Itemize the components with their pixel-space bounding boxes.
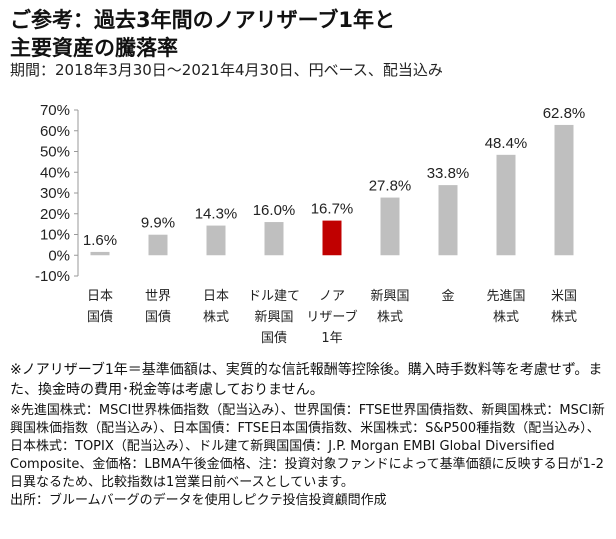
category-label: 株式 xyxy=(203,310,229,325)
y-tick-label: 0% xyxy=(48,247,70,264)
bar xyxy=(380,197,400,256)
category-label: リザーブ xyxy=(306,309,357,325)
title-line-1: ご参考：過去3年間のノアリザーブ1年と xyxy=(10,8,395,32)
bar xyxy=(496,154,516,256)
category-label: 国債 xyxy=(145,310,171,325)
category-label: 新興国 xyxy=(254,309,293,325)
category-label: 新興国 xyxy=(370,288,409,304)
footnote-noa-reserve: ※ノアリザーブ1年＝基準価額は、実質的な信託報酬等控除後。購入時手数料等を考慮せ… xyxy=(10,362,603,398)
y-tick-label: 40% xyxy=(40,164,70,181)
chart-title: ご参考：過去3年間のノアリザーブ1年と 主要資産の騰落率 xyxy=(10,6,610,62)
category-label: 先進国 xyxy=(486,289,525,304)
data-label: 16.7% xyxy=(311,201,354,218)
category-label: 金 xyxy=(441,288,454,304)
bar-chart: 70% 60% 50% 40% 30% 20% 10% 0% -10% 1.6% 9.9% 14.3… xyxy=(35,102,585,346)
data-label: 9.9% xyxy=(141,215,175,232)
bars xyxy=(90,124,574,256)
bar xyxy=(90,251,110,256)
bar xyxy=(148,234,168,256)
bar xyxy=(438,185,458,256)
category-label: 1年 xyxy=(321,331,342,346)
y-tick-label: 70% xyxy=(40,102,70,119)
category-label: ドル建て xyxy=(248,289,300,304)
data-label: 48.4% xyxy=(485,135,528,152)
y-tick-label: 50% xyxy=(40,144,70,161)
data-label: 62.8% xyxy=(543,105,586,122)
data-labels: 1.6% 9.9% 14.3% 16.0% 16.7% 27.8% 33.8% 48.4% 62… xyxy=(83,105,585,249)
footnote-indices: ※先進国株式：MSCI世界株価指数（配当込み）、世界国債：FTSE世界国債指数、… xyxy=(10,403,605,490)
category-label: 国債 xyxy=(87,310,113,325)
y-tick-label: -10% xyxy=(35,268,70,285)
bar xyxy=(264,222,284,256)
data-label: 1.6% xyxy=(83,232,117,249)
data-label: 33.8% xyxy=(427,165,470,182)
data-label: 16.0% xyxy=(253,202,296,219)
y-axis: 70% 60% 50% 40% 30% 20% 10% 0% -10% xyxy=(35,102,79,285)
category-label: 株式 xyxy=(493,310,519,325)
bar xyxy=(322,220,342,256)
title-line-2: 主要資産の騰落率 xyxy=(10,36,178,60)
category-label: 日本 xyxy=(87,289,113,304)
bar xyxy=(554,124,574,256)
chart-subtitle: 期間：2018年3月30日～2021年4月30日、円ベース、配当込み xyxy=(10,61,443,79)
y-tick-label: 30% xyxy=(40,185,70,202)
category-label: 株式 xyxy=(551,310,577,325)
y-tick-label: 20% xyxy=(40,206,70,223)
category-label: 国債 xyxy=(261,331,287,346)
footnotes: ※ノアリザーブ1年＝基準価額は、実質的な信託報酬等控除後。購入時手数料等を考慮せ… xyxy=(10,360,610,510)
category-label: 日本 xyxy=(203,289,229,304)
category-label: 株式 xyxy=(377,310,403,325)
category-label: 米国 xyxy=(551,289,577,304)
category-label: ノア xyxy=(319,289,345,304)
bar xyxy=(206,225,226,256)
source-note: 出所：ブルームバーグのデータを使用しピクテ投信投資顧問作成 xyxy=(10,493,387,508)
category-label: 世界 xyxy=(145,289,171,304)
y-tick-label: 60% xyxy=(40,123,70,140)
data-label: 14.3% xyxy=(195,206,238,223)
y-tick-label: 10% xyxy=(40,227,70,244)
data-label: 27.8% xyxy=(369,178,412,195)
